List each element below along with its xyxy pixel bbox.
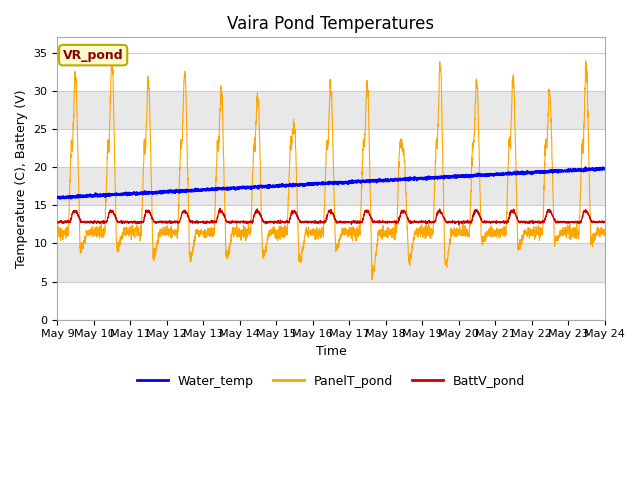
Water_temp: [531, 169, 539, 175]
Bar: [58, 53, 605, 91]
Text: VR_pond: VR_pond: [63, 48, 124, 61]
PanelT_pond: [368, 277, 376, 283]
PanelT_pond: [108, 51, 115, 57]
Bar: [58, 91, 605, 129]
Bar: [58, 167, 605, 205]
Water_temp: [148, 190, 156, 195]
Bar: [58, 243, 605, 282]
PanelT_pond: [601, 233, 609, 239]
BattV_pond: [455, 221, 463, 227]
PanelT_pond: [590, 235, 598, 240]
Y-axis label: Temperature (C), Battery (V): Temperature (C), Battery (V): [15, 89, 28, 268]
Water_temp: [116, 192, 124, 197]
BattV_pond: [216, 205, 224, 211]
Water_temp: [56, 196, 63, 202]
Bar: [58, 129, 605, 167]
BattV_pond: [601, 219, 609, 225]
BattV_pond: [590, 219, 598, 225]
X-axis label: Time: Time: [316, 345, 346, 358]
Water_temp: [590, 166, 598, 172]
Water_temp: [264, 185, 271, 191]
Bar: [58, 282, 605, 320]
PanelT_pond: [531, 229, 539, 235]
BattV_pond: [148, 216, 156, 221]
Line: PanelT_pond: PanelT_pond: [58, 54, 605, 280]
Water_temp: [54, 194, 61, 200]
BattV_pond: [531, 218, 539, 224]
Water_temp: [582, 164, 589, 170]
Bar: [58, 205, 605, 243]
PanelT_pond: [264, 235, 271, 240]
BattV_pond: [116, 219, 124, 225]
Water_temp: [601, 166, 609, 171]
BattV_pond: [287, 211, 295, 216]
PanelT_pond: [54, 235, 61, 240]
BattV_pond: [54, 220, 61, 226]
Line: BattV_pond: BattV_pond: [58, 208, 605, 224]
BattV_pond: [264, 219, 271, 225]
Title: Vaira Pond Temperatures: Vaira Pond Temperatures: [227, 15, 435, 33]
PanelT_pond: [116, 237, 124, 243]
Water_temp: [287, 182, 295, 188]
Legend: Water_temp, PanelT_pond, BattV_pond: Water_temp, PanelT_pond, BattV_pond: [132, 370, 531, 393]
Line: Water_temp: Water_temp: [58, 167, 605, 199]
PanelT_pond: [148, 237, 156, 242]
PanelT_pond: [287, 147, 295, 153]
